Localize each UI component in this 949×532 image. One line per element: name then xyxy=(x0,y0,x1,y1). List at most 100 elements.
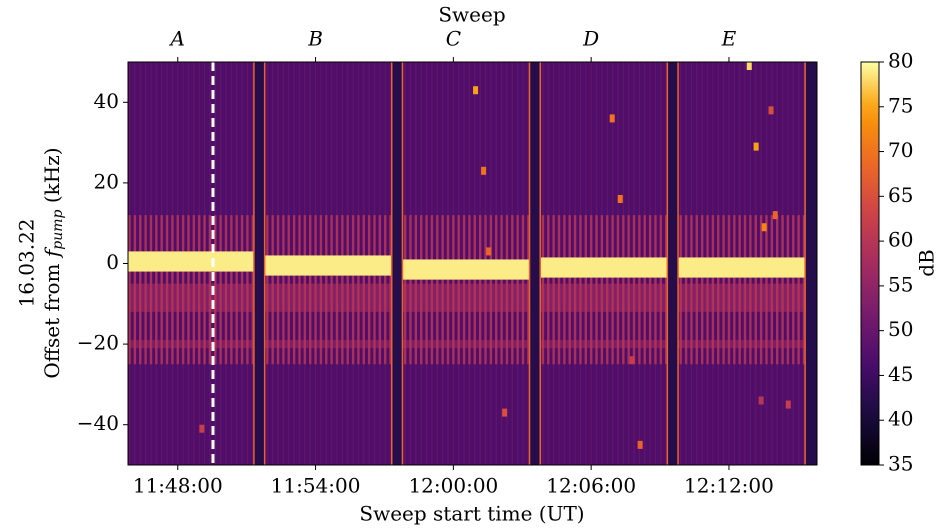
stripe xyxy=(738,215,741,365)
spot xyxy=(772,211,778,220)
stripe xyxy=(717,215,720,365)
y-title-subscript: pump xyxy=(50,209,66,249)
pump-line xyxy=(128,251,254,272)
pump-line xyxy=(540,257,668,278)
stripe xyxy=(722,215,725,365)
stripe xyxy=(452,215,455,365)
stripe xyxy=(627,215,630,365)
stripe xyxy=(414,215,418,365)
stripe xyxy=(378,215,382,365)
stripe xyxy=(568,215,571,365)
stripe xyxy=(325,215,328,365)
stripe xyxy=(527,215,530,365)
x2-tick-label: C xyxy=(446,27,461,51)
x-tick-label: 12:12:00 xyxy=(684,474,774,498)
stripe xyxy=(330,215,333,365)
colorbar-ticks: 35 40 45 50 55 60 65 70 75 80 xyxy=(879,49,913,476)
spot xyxy=(758,396,764,405)
stripe xyxy=(473,215,476,365)
stripe xyxy=(802,215,806,365)
stripe xyxy=(219,215,222,365)
stripe xyxy=(781,215,784,365)
spot xyxy=(617,195,623,204)
stripe xyxy=(759,215,763,365)
spot xyxy=(199,424,205,433)
stripe xyxy=(786,215,790,365)
spot xyxy=(629,356,635,365)
stripe xyxy=(749,215,752,365)
colorbar-tick-label: 55 xyxy=(888,272,913,296)
y-title-suffix: (kHz) xyxy=(40,147,64,209)
stripe xyxy=(240,215,244,365)
spot xyxy=(481,166,487,175)
stripe xyxy=(600,215,604,365)
stripe xyxy=(695,215,699,365)
stripe xyxy=(271,215,274,365)
x2-tick-label: D xyxy=(582,27,599,51)
stripe xyxy=(214,215,217,365)
spot xyxy=(609,114,615,123)
stripe xyxy=(303,215,307,365)
y-tick-label: 20 xyxy=(94,169,119,193)
band xyxy=(402,340,530,349)
stripe xyxy=(430,215,434,365)
stripe xyxy=(251,215,254,365)
stripe xyxy=(611,215,614,365)
stripe xyxy=(733,215,736,365)
stripe xyxy=(139,215,142,365)
x-axis-title: Sweep start time (UT) xyxy=(359,502,584,526)
stripe xyxy=(335,215,339,365)
stripe xyxy=(552,215,555,365)
band xyxy=(678,340,806,349)
stripe xyxy=(420,215,423,365)
stripe xyxy=(208,215,212,365)
band xyxy=(678,283,806,312)
stripe xyxy=(700,215,704,365)
stripe xyxy=(197,215,201,365)
stripe xyxy=(743,215,747,365)
stripe xyxy=(128,215,131,365)
stripe xyxy=(171,215,174,365)
colorbar-tick-label: 35 xyxy=(888,452,913,476)
spot xyxy=(502,408,508,417)
y-axis-title: Offset from fpump (kHz) xyxy=(40,147,67,378)
stripe xyxy=(505,215,509,365)
stripe xyxy=(654,215,657,365)
stripe xyxy=(495,215,498,365)
stripe xyxy=(664,215,668,365)
stripe xyxy=(711,215,715,365)
stripe xyxy=(622,215,625,365)
stripe xyxy=(224,215,228,365)
band xyxy=(264,340,392,349)
stripe xyxy=(775,215,779,365)
stripe xyxy=(563,215,566,365)
stripe xyxy=(484,215,487,365)
pump-line xyxy=(678,257,806,278)
stripe xyxy=(235,215,238,365)
spot xyxy=(473,86,479,95)
colorbar xyxy=(860,61,880,466)
stripe xyxy=(516,215,519,365)
stripe xyxy=(765,215,768,365)
stripe xyxy=(314,215,317,365)
stripe xyxy=(160,215,163,365)
y-title-prefix: Offset from xyxy=(40,257,64,378)
stripe xyxy=(589,215,593,365)
stripe xyxy=(362,215,365,365)
stripe xyxy=(457,215,460,365)
stripe xyxy=(403,215,407,365)
spot xyxy=(637,440,643,449)
colorbar-tick-label: 45 xyxy=(888,362,913,386)
stripe xyxy=(266,215,269,365)
x-tick-label: 12:00:00 xyxy=(408,474,498,498)
spot xyxy=(746,62,752,71)
stripe xyxy=(595,215,598,365)
stripe xyxy=(547,215,550,365)
stripe xyxy=(754,215,757,365)
y-tick-label: −20 xyxy=(77,331,119,355)
stripe xyxy=(351,215,355,365)
x-tick-label: 12:06:00 xyxy=(546,474,636,498)
stripe xyxy=(176,215,179,365)
y-tick-label: −40 xyxy=(77,411,119,435)
